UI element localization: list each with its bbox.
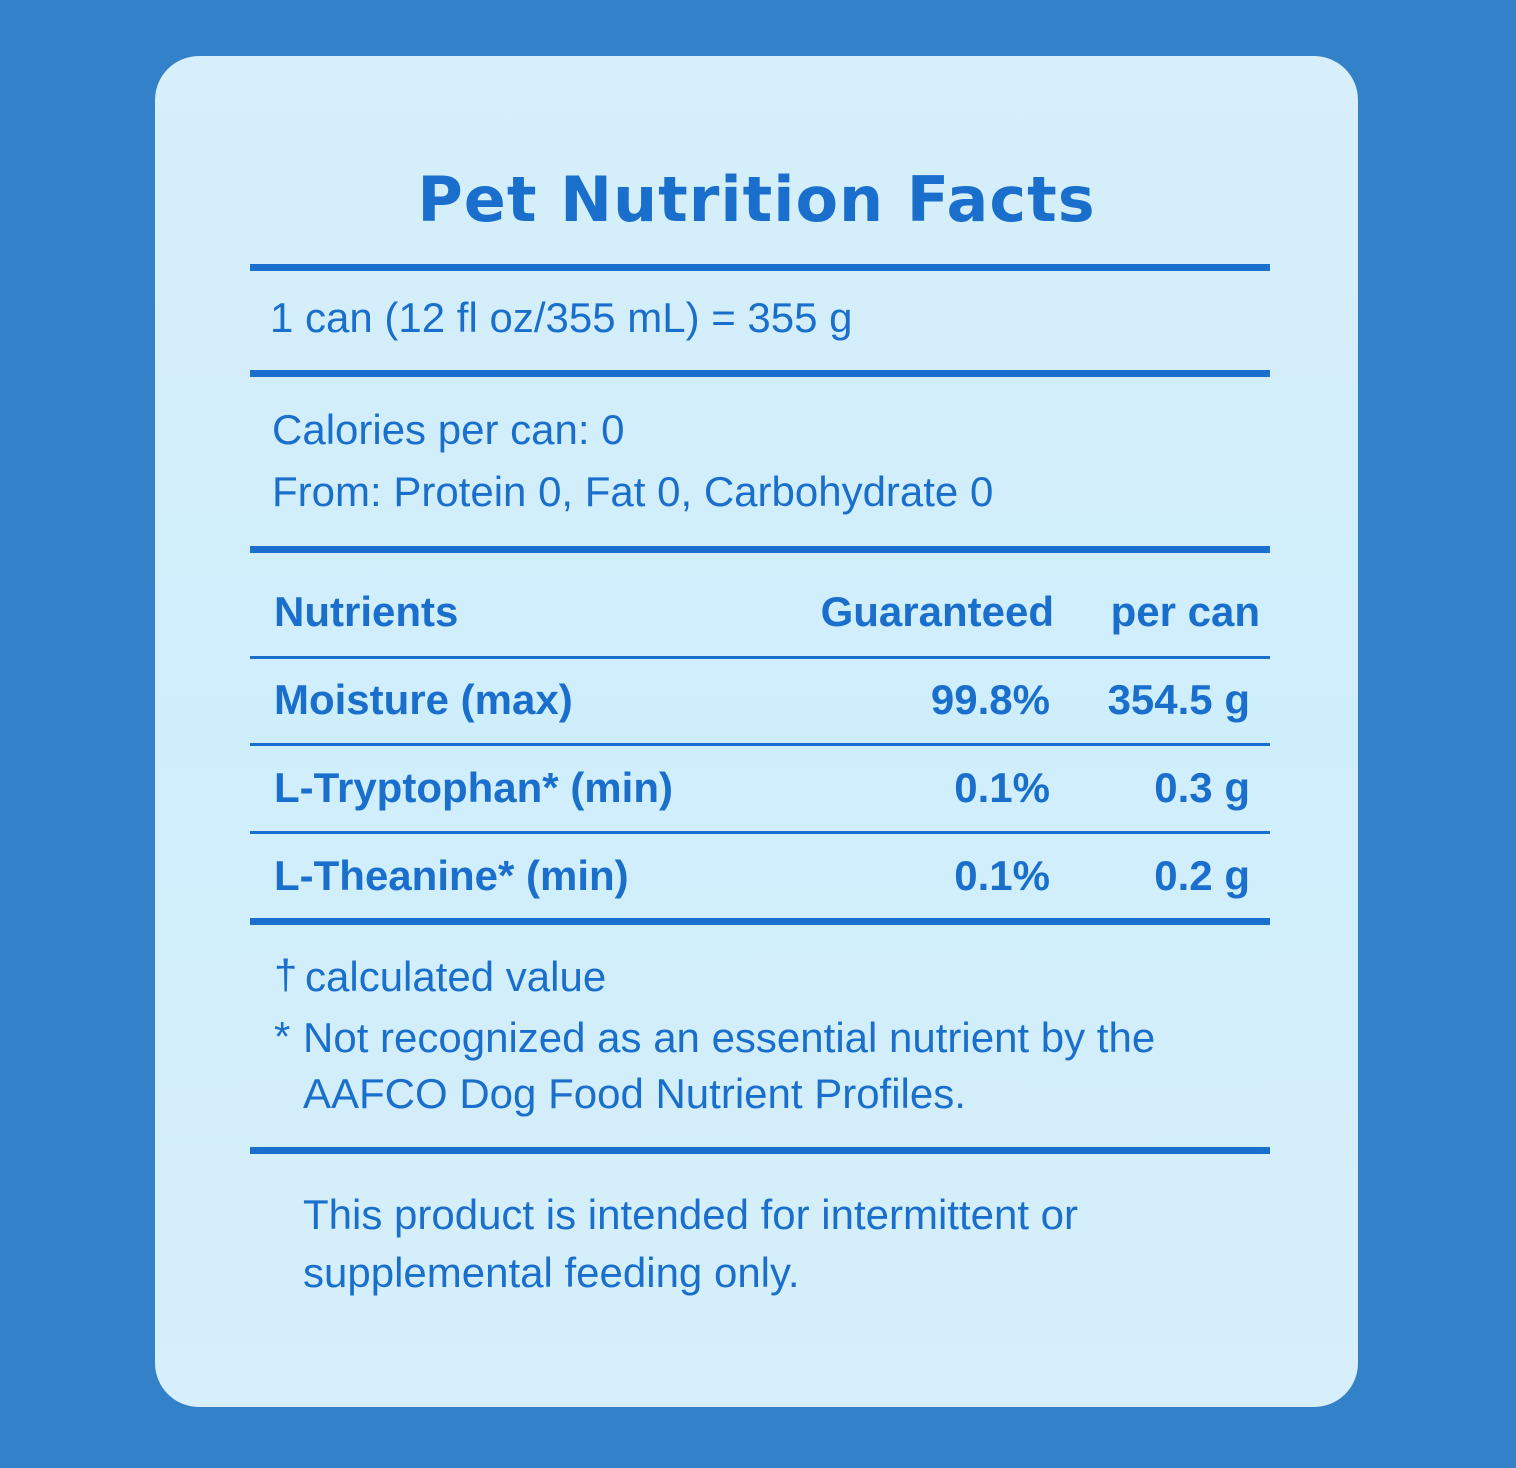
table-header: Nutrients [274, 588, 459, 635]
nutrient-name: Moisture (max) [274, 676, 573, 723]
statement: This product is intended for intermitten… [303, 1191, 1079, 1296]
rule [250, 370, 1270, 377]
rule [250, 831, 1270, 834]
rule [250, 918, 1270, 925]
title: Pet Nutrition Facts [417, 163, 1096, 236]
footnote: Not recognized as an essential nutrient … [303, 1014, 1156, 1117]
nutrient-name: L-Theanine* (min) [274, 852, 629, 899]
per-can: 354.5 g [1107, 676, 1250, 723]
nutrient-name: L-Tryptophan* (min) [274, 764, 673, 811]
footnote: calculated value [305, 953, 607, 1000]
calories-from: From: Protein 0, Fat 0, Carbohydrate 0 [272, 468, 994, 515]
calories: Calories per can: 0 [272, 406, 625, 453]
rule [250, 264, 1270, 271]
rule [250, 1147, 1270, 1154]
footnote-symbol: † [274, 951, 298, 998]
table-header: per can [1110, 588, 1260, 635]
guaranteed: 0.1% [954, 852, 1050, 899]
guaranteed: 99.8% [930, 676, 1050, 723]
table-header: Guaranteed [820, 588, 1054, 635]
rule [250, 743, 1270, 746]
serving: 1 can (12 fl oz/355 mL) = 355 g [270, 294, 853, 341]
rule [250, 546, 1270, 553]
rule [250, 656, 1270, 659]
per-can: 0.3 g [1154, 764, 1250, 811]
footnote-symbol: * [274, 1013, 291, 1060]
per-can: 0.2 g [1154, 852, 1250, 899]
guaranteed: 0.1% [954, 764, 1050, 811]
label-card [155, 56, 1358, 1407]
